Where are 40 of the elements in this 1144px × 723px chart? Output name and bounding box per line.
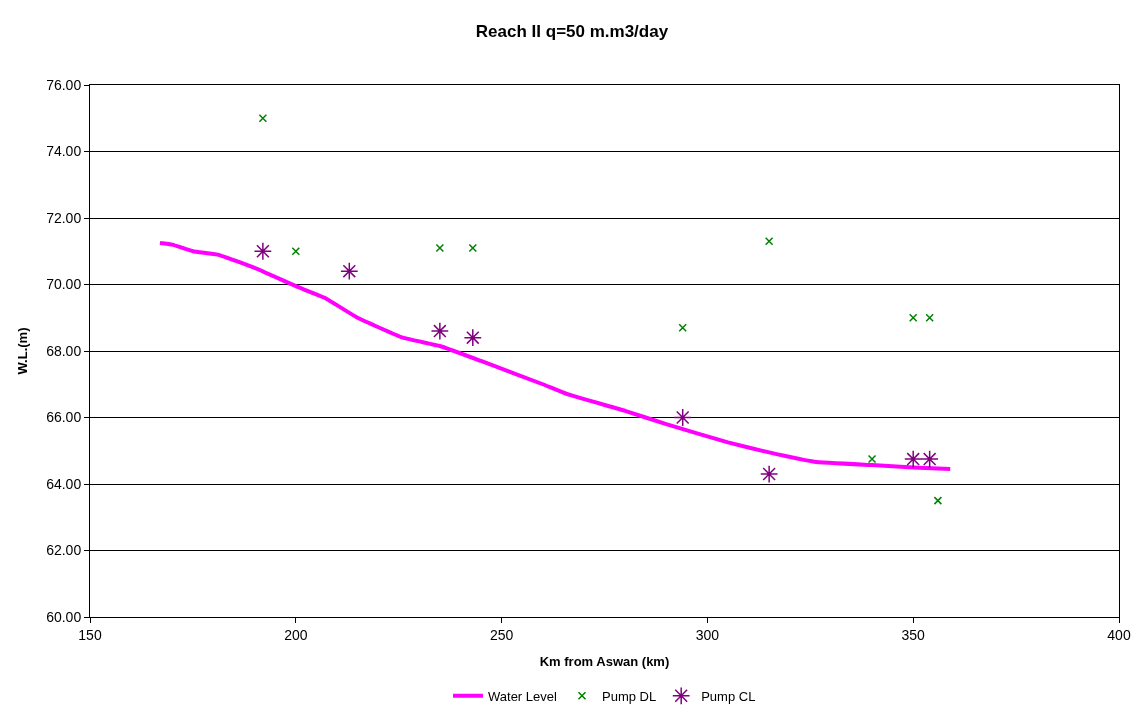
point — [764, 237, 774, 246]
point — [933, 496, 943, 505]
point — [759, 464, 779, 484]
legend-label: Pump DL — [601, 688, 657, 704]
point — [340, 262, 359, 281]
x-axis-title: Km from Aswan (km) — [539, 654, 670, 670]
point — [904, 449, 923, 469]
point — [435, 243, 445, 253]
point — [673, 408, 692, 427]
point — [468, 243, 478, 253]
point — [678, 323, 687, 332]
y-axis-title: W.L.(m) — [15, 327, 31, 375]
point — [430, 321, 450, 341]
legend-label: Water Level — [488, 688, 557, 704]
y-tick-label: 60.00 — [46, 608, 82, 625]
y-tick-label: 68.00 — [46, 342, 82, 359]
legend-label: Pump CL — [701, 688, 756, 704]
y-tick-label: 70.00 — [46, 276, 82, 293]
point — [867, 454, 877, 464]
x-tick-label: 150 — [78, 626, 102, 643]
point — [258, 114, 268, 123]
x-tick-label: 200 — [284, 626, 308, 643]
chart-title: Reach II q=50 m.m3/day — [475, 22, 669, 42]
y-tick-label: 66.00 — [46, 409, 82, 426]
point — [463, 328, 482, 347]
y-tick-label: 76.00 — [46, 76, 82, 93]
point — [908, 313, 918, 322]
point — [291, 247, 301, 256]
x-tick-label: 350 — [901, 626, 926, 643]
line-series — [157, 240, 953, 472]
x-tick-label: 300 — [695, 626, 720, 643]
y-tick-label: 62.00 — [46, 542, 82, 559]
point — [253, 242, 273, 261]
point — [925, 313, 934, 322]
y-tick-label: 64.00 — [46, 475, 82, 492]
x-tick-label: 400 — [1107, 626, 1131, 643]
y-tick-label: 72.00 — [46, 209, 82, 226]
point — [920, 449, 939, 469]
x-tick-label: 250 — [489, 626, 514, 643]
y-tick-label: 74.00 — [46, 143, 82, 160]
